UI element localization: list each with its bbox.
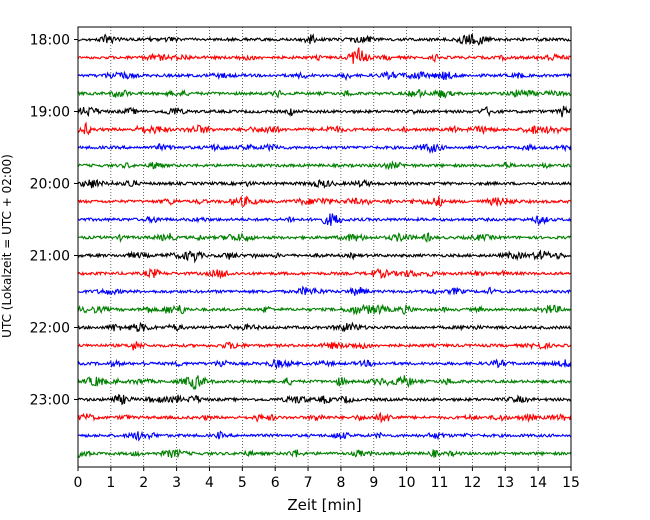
- trace-line: [77, 231, 572, 244]
- x-tick-label: 14: [529, 475, 547, 491]
- x-tick-label: 13: [496, 475, 514, 491]
- x-tick-label: 2: [139, 475, 148, 491]
- x-tick-label: 1: [106, 475, 115, 491]
- y-tick-label: 21:00: [30, 249, 70, 265]
- trace-line: [77, 267, 571, 280]
- trace-line: [77, 89, 571, 99]
- trace-line: [77, 213, 572, 226]
- y-tick-label: 23:00: [30, 393, 70, 409]
- x-tick-label: 9: [369, 475, 378, 491]
- trace-line: [77, 430, 572, 442]
- x-tick-label: 12: [463, 475, 481, 491]
- x-tick-label: 0: [74, 475, 83, 491]
- x-tick-label: 4: [205, 475, 214, 491]
- x-axis-label: Zeit [min]: [287, 496, 361, 514]
- trace-line: [77, 393, 572, 406]
- trace-line: [77, 178, 572, 189]
- trace-line: [77, 105, 571, 118]
- trace-line: [77, 303, 572, 316]
- trace-line: [77, 358, 572, 370]
- x-tick-label: 10: [398, 475, 416, 491]
- y-tick-label: 18:00: [30, 33, 70, 49]
- trace-line: [77, 411, 572, 424]
- trace-line: [77, 375, 571, 391]
- trace-line: [77, 195, 572, 208]
- trace-line: [77, 70, 572, 82]
- trace-line: [77, 142, 572, 155]
- trace-line: [77, 160, 571, 171]
- y-tick-label: 22:00: [30, 321, 70, 337]
- trace-line: [77, 249, 572, 264]
- x-tick-label: 3: [172, 475, 181, 491]
- x-tick-label: 7: [304, 475, 313, 491]
- y-tick-label: 20:00: [30, 177, 70, 193]
- x-tick-label: 8: [336, 475, 345, 491]
- x-tick-label: 11: [431, 475, 449, 491]
- trace-line: [77, 121, 572, 136]
- trace-line: [77, 448, 572, 459]
- trace-line: [77, 321, 572, 333]
- x-tick-label: 15: [562, 475, 580, 491]
- x-axis-ticks: 0 1 2 3 4 5 6 7 8 9 10 11 12 13 14 15: [74, 467, 580, 491]
- trace-line: [77, 33, 571, 46]
- y-axis-label: UTC (Lokalzeit = UTC + 02:00): [0, 154, 14, 338]
- trace-line: [77, 47, 572, 64]
- grid-lines: [110, 27, 539, 467]
- trace-line: [77, 341, 572, 351]
- trace-line: [77, 285, 571, 296]
- plot-frame: [77, 26, 572, 468]
- traces-group: [77, 33, 572, 459]
- y-tick-label: 19:00: [30, 105, 70, 121]
- x-tick-label: 6: [271, 475, 280, 491]
- x-tick-label: 5: [238, 475, 247, 491]
- y-axis-ticks: 18:00 19:00 20:00 21:00 22:00 23:00: [30, 33, 78, 409]
